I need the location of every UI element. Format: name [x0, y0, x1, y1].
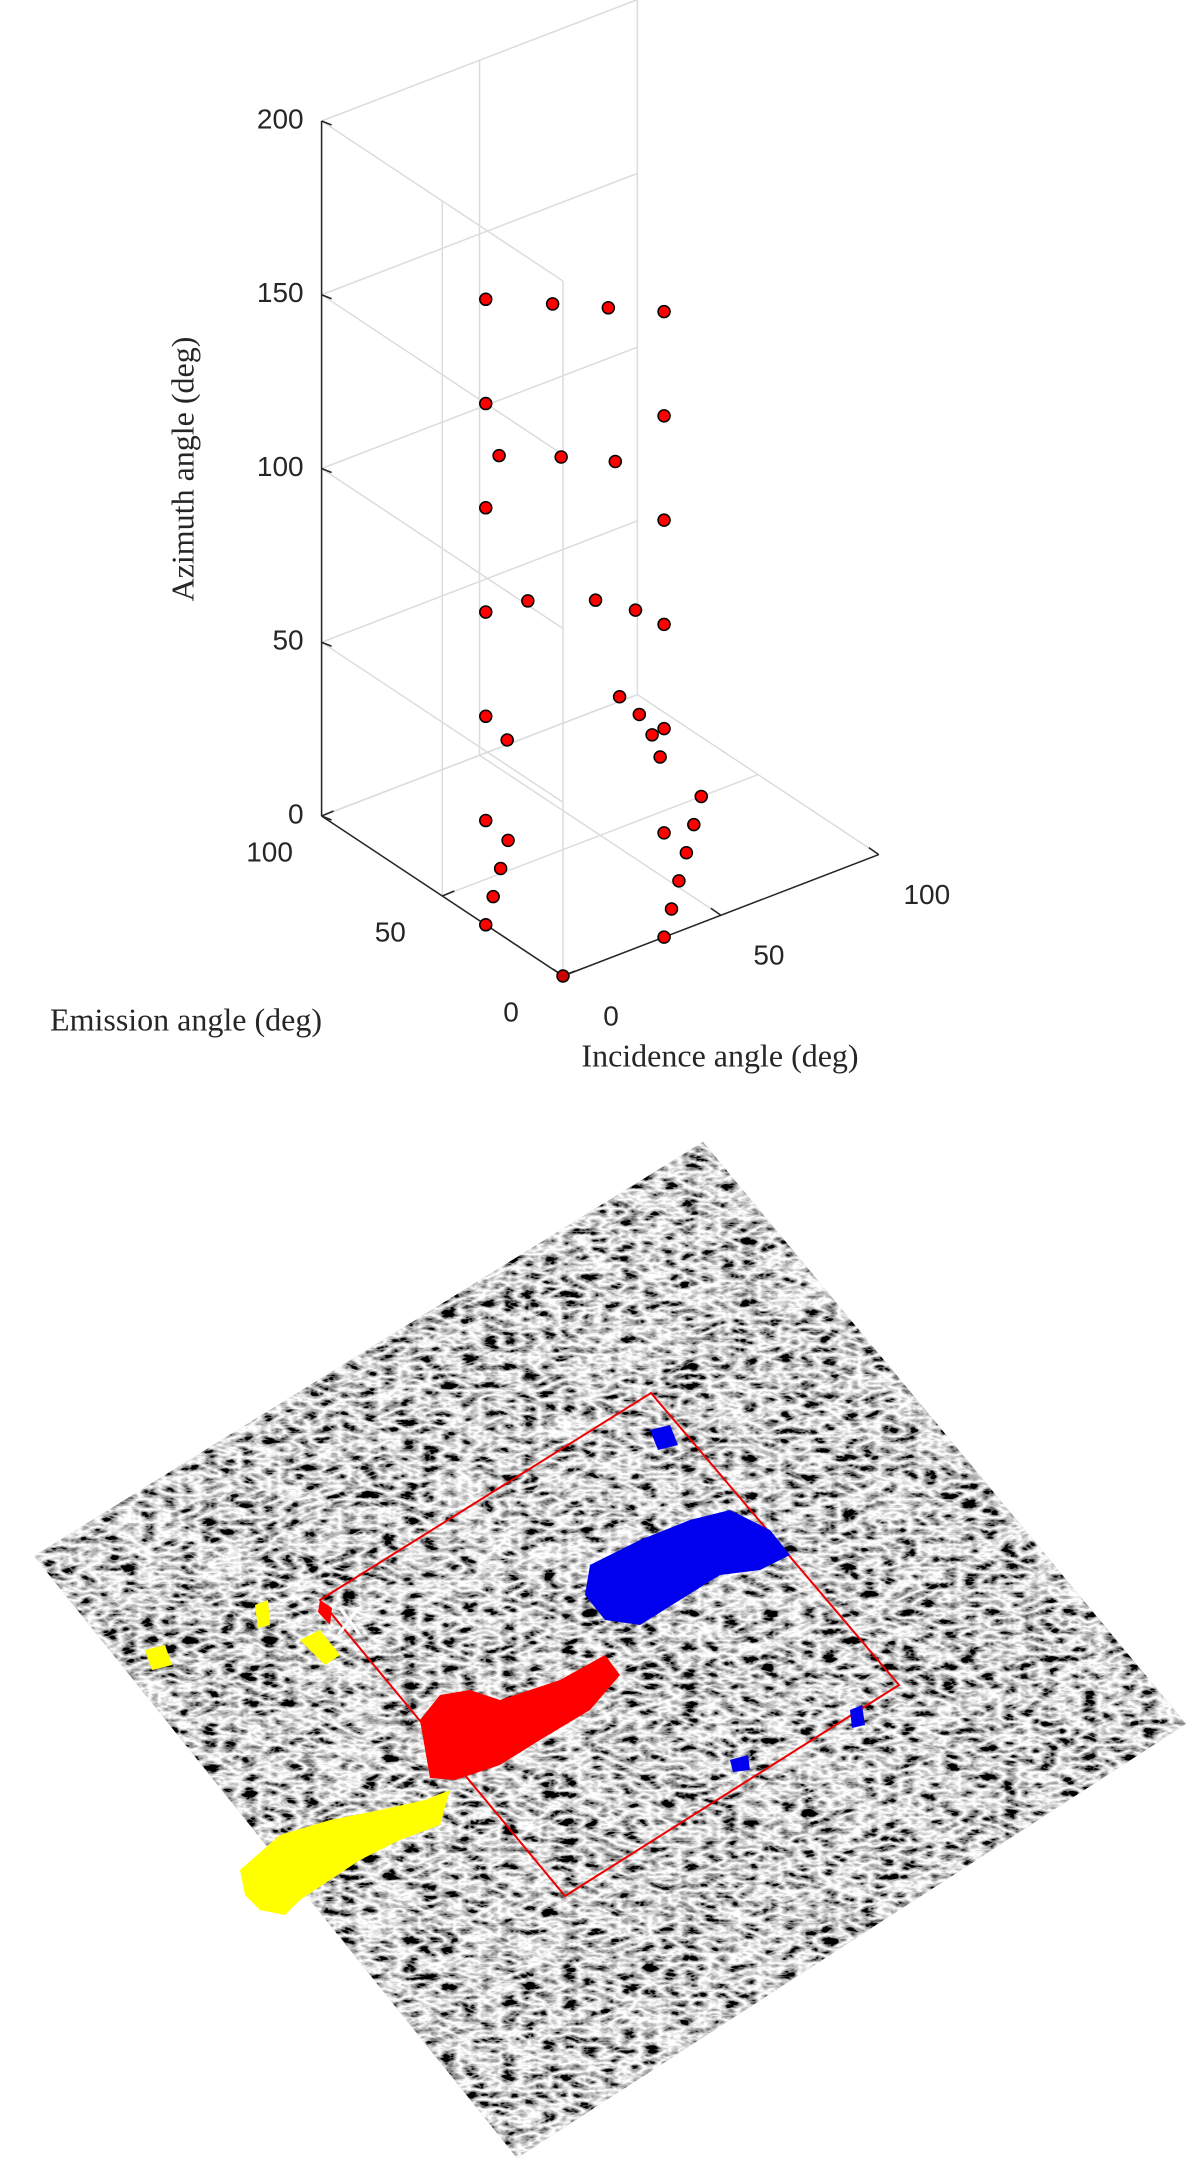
data-point: [554, 450, 568, 464]
terrain-map: X: [34, 1142, 1186, 2158]
yellow-region: [145, 1600, 450, 1915]
data-point: [545, 297, 560, 311]
data-point: [588, 593, 603, 607]
z-tick-label: 100: [257, 451, 304, 482]
data-point: [645, 728, 659, 742]
data-point: [632, 707, 647, 722]
data-point: [556, 969, 570, 983]
data-point: [657, 409, 671, 423]
y-tick-label: 0: [503, 996, 519, 1027]
grid-line: [321, 120, 564, 282]
data-point: [479, 709, 493, 724]
x-tick: [710, 907, 722, 916]
x-axis-label: Incidence angle (deg): [581, 1037, 858, 1073]
z-tick-label: 0: [288, 798, 304, 829]
chart: 0 50 100 150 200 0 50 100 0 50 100 Azimuth angle (d…: [50, 0, 950, 1073]
data-point: [653, 750, 667, 764]
data-point: [657, 826, 671, 840]
z-tick: [321, 641, 332, 647]
data-point: [657, 721, 671, 736]
data-point: [479, 292, 493, 307]
grid-line: [321, 641, 564, 803]
data-point: [479, 396, 493, 411]
data-point: [657, 617, 671, 632]
grid-line: [321, 520, 638, 643]
z-axis-label: Azimuth angle (deg): [164, 337, 200, 602]
data-point: [601, 301, 616, 315]
data-point: [628, 603, 643, 617]
z-tick: [321, 467, 332, 474]
location-marker: X: [336, 1600, 363, 1644]
data-point: [608, 454, 623, 469]
grid-line: [321, 172, 638, 296]
data-point: [493, 861, 508, 876]
data-point: [679, 845, 694, 860]
grid-line: [321, 346, 638, 470]
data-point: [694, 789, 709, 804]
red-region: [318, 1600, 620, 1780]
grid-line: [442, 773, 759, 897]
z-tick: [321, 120, 332, 126]
z-tick-label: 150: [257, 277, 304, 308]
data-point: [479, 813, 493, 828]
data-point: [479, 501, 493, 515]
x-tick-label: 0: [603, 1000, 619, 1031]
y-tick-label: 100: [246, 836, 293, 867]
x-tick-label: 50: [753, 940, 784, 971]
data-point: [500, 733, 514, 747]
region-outline: [318, 1391, 901, 1898]
data-point: [657, 930, 671, 944]
data-point: [657, 304, 671, 319]
terrain-texture: [34, 1142, 1186, 2158]
grid-line: [321, 0, 638, 122]
data-point: [479, 605, 493, 619]
y-tick: [321, 810, 334, 817]
data-point: [612, 689, 627, 704]
data-point: [501, 833, 515, 848]
data-point: [521, 594, 535, 608]
data-point: [486, 889, 500, 904]
blue-region: [585, 1425, 865, 1772]
y-tick: [442, 890, 455, 897]
data-point: [664, 902, 679, 916]
data-point: [672, 874, 686, 888]
z-tick-label: 200: [257, 103, 304, 134]
grid-line: [321, 294, 564, 456]
data-point: [687, 817, 701, 832]
z-tick: [321, 815, 332, 821]
x-tick: [868, 846, 880, 856]
data-point: [479, 918, 493, 932]
data-point: [657, 513, 671, 527]
y-axis-label: Emission angle (deg): [50, 1001, 322, 1037]
data-point: [492, 448, 506, 463]
z-tick: [321, 294, 332, 300]
z-tick-label: 50: [272, 625, 303, 656]
grid-line: [321, 693, 638, 817]
y-tick-label: 50: [375, 916, 406, 947]
x-tick-label: 100: [903, 879, 950, 910]
